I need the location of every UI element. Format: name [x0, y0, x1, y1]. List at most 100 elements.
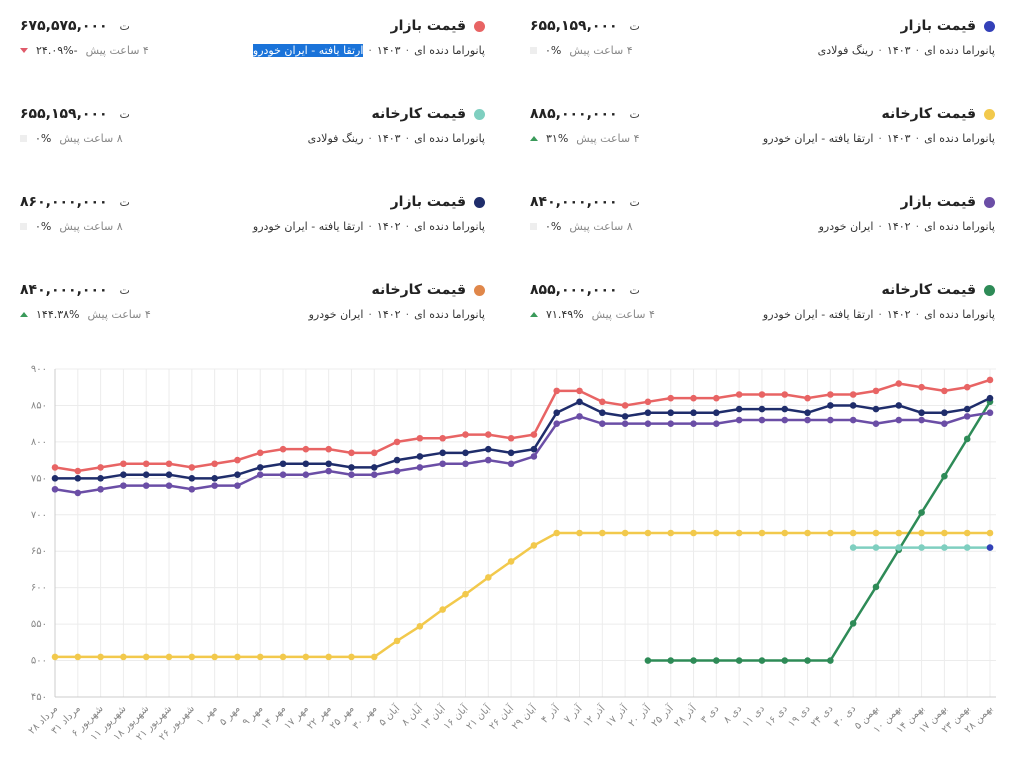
- separator: ·: [878, 44, 882, 57]
- subtitle-part: ۱۴۰۲: [376, 220, 401, 233]
- data-point: [690, 394, 697, 402]
- data-point: [439, 606, 446, 613]
- data-point: [256, 653, 264, 661]
- x-tick-label: ۲۵ مهر: [328, 703, 357, 732]
- data-point: [690, 529, 697, 537]
- data-point: [97, 653, 104, 661]
- price-card: قیمت کارخانه ت ۸۴۰,۰۰۰,۰۰۰ پانوراما دنده ای…: [20, 278, 485, 338]
- data-point: [804, 529, 811, 537]
- change-indicator: [530, 223, 537, 230]
- data-point: [713, 529, 720, 537]
- subtitle-part: ایران خودرو: [818, 220, 874, 233]
- subtitle: پانوراما دنده ای · ۱۴۰۳ · رینگ فولادی: [818, 44, 995, 57]
- data-point: [142, 460, 150, 468]
- data-point: [941, 529, 948, 537]
- data-point: [51, 485, 59, 493]
- card-footer: پانوراما دنده ای · ۱۴۰۲ · ایران خودرو ۸ ساعت …: [530, 220, 995, 233]
- data-point: [416, 434, 424, 442]
- data-point: [735, 529, 743, 537]
- data-point: [849, 416, 857, 424]
- x-tick-label: ۲۵ آذر: [648, 701, 676, 729]
- card-title: قیمت بازار: [390, 194, 466, 210]
- subtitle: پانوراما دنده ای · ۱۴۰۳ · ارتقا یافته - ایرا…: [252, 44, 485, 57]
- data-point: [553, 529, 561, 537]
- separator: ·: [368, 220, 372, 233]
- separator: ·: [405, 44, 410, 57]
- x-tick-label: ۱۲ آذر: [580, 701, 608, 729]
- color-dot: [984, 196, 995, 208]
- card-footer: پانوراما دنده ای · ۱۴۰۳ · ارتقا یافته - ایرا…: [530, 132, 995, 145]
- price: ۶۵۵,۱۵۹,۰۰۰: [20, 106, 108, 122]
- data-point: [325, 460, 332, 468]
- card-footer: پانوراما دنده ای · ۱۴۰۲ · ارتقا یافته - ایرا…: [530, 308, 995, 321]
- change: ۰%: [545, 220, 562, 233]
- data-point: [644, 409, 652, 417]
- data-point: [302, 653, 310, 661]
- card-title-group: قیمت کارخانه: [371, 282, 485, 298]
- data-point: [370, 464, 378, 471]
- card-header: قیمت کارخانه ت ۶۵۵,۱۵۹,۰۰۰: [20, 102, 485, 126]
- separator: ·: [915, 44, 920, 57]
- subtitle-part: رینگ فولادی: [817, 44, 874, 57]
- data-point: [918, 409, 925, 417]
- data-point: [963, 413, 971, 420]
- data-point: [302, 471, 310, 478]
- x-tick-label: ۱۷ مهر: [282, 703, 311, 732]
- data-point: [690, 409, 697, 417]
- data-point: [234, 482, 241, 489]
- data-point: [804, 394, 811, 402]
- color-dot: [984, 20, 995, 32]
- data-point: [188, 464, 196, 471]
- x-tick-label: ۲۸ آذر: [671, 701, 699, 729]
- data-point: [667, 657, 675, 664]
- subtitle-part: ارتقا یافته - ایران خودرو: [762, 132, 874, 145]
- price-card: قیمت بازار ت ۶۷۵,۵۷۵,۰۰۰ پانوراما دنده ای · ۱…: [20, 14, 485, 74]
- data-point: [941, 472, 948, 480]
- data-point: [256, 471, 264, 478]
- series-line: [55, 531, 990, 659]
- subtitle-part: پانوراما دنده ای: [414, 308, 485, 321]
- data-point: [895, 402, 903, 409]
- color-dot: [984, 284, 995, 296]
- change-indicator: [20, 135, 27, 142]
- x-tick-label: ۳ دی: [699, 703, 722, 726]
- data-point: [872, 544, 880, 551]
- separator: ·: [915, 308, 920, 321]
- data-point: [963, 529, 971, 537]
- data-point: [576, 387, 583, 395]
- price: ۸۶۰,۰۰۰,۰۰۰: [20, 194, 108, 210]
- subtitle-part: ایران خودرو: [308, 308, 364, 321]
- data-point: [416, 622, 424, 630]
- data-point: [758, 529, 766, 537]
- data-point: [963, 383, 971, 391]
- data-point: [507, 460, 515, 468]
- data-point: [484, 445, 492, 453]
- price-card: قیمت کارخانه ت ۸۸۵,۰۰۰,۰۰۰ پانوراما دنده ای…: [530, 102, 995, 162]
- price-card: قیمت بازار ت ۸۶۰,۰۰۰,۰۰۰ پانوراما دنده ای · ۱…: [20, 190, 485, 250]
- separator: ·: [368, 132, 372, 145]
- data-point: [142, 482, 150, 489]
- data-point: [986, 394, 994, 402]
- data-point: [97, 464, 104, 471]
- data-point: [553, 387, 561, 395]
- data-point: [120, 471, 127, 478]
- data-point: [120, 482, 127, 489]
- data-point: [507, 558, 515, 565]
- data-point: [599, 409, 606, 417]
- color-dot: [474, 108, 485, 120]
- data-point: [667, 409, 675, 417]
- data-point: [713, 657, 720, 664]
- data-point: [51, 475, 59, 482]
- series-line: [55, 397, 991, 480]
- data-point: [804, 416, 811, 424]
- subtitle-part: پانوراما دنده ای: [414, 44, 485, 57]
- data-point: [827, 529, 834, 537]
- data-point: [895, 544, 903, 551]
- data-point: [462, 449, 469, 457]
- subtitle: پانوراما دنده ای · ۱۴۰۲ · ایران خودرو: [309, 308, 485, 321]
- data-point: [644, 420, 652, 427]
- card-title: قیمت کارخانه: [371, 106, 466, 122]
- subtitle-part: پانوراما دنده ای: [924, 44, 995, 57]
- x-tick-label: ۱۶ دی: [764, 703, 790, 729]
